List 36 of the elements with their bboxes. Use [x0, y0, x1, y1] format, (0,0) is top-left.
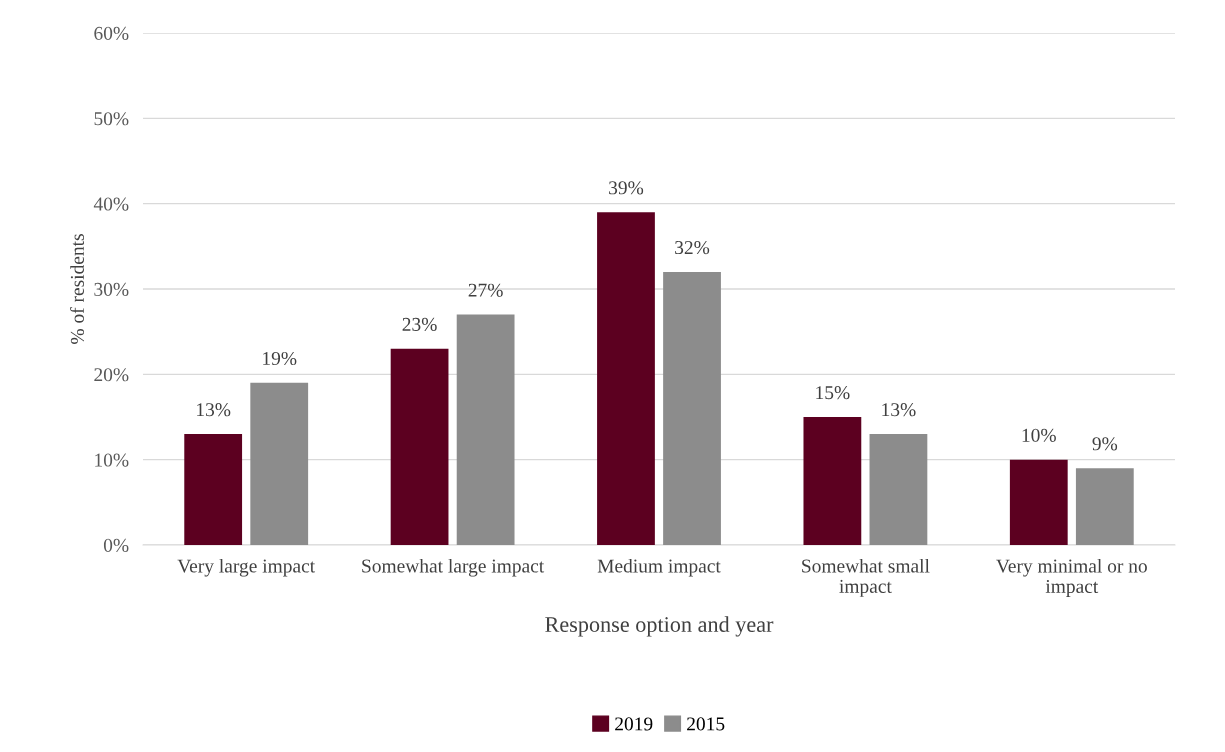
y-tick-label: 0%	[103, 538, 129, 552]
x-tick-label: Very minimal or no impact	[996, 558, 1147, 597]
y-tick-label: 40%	[93, 197, 129, 211]
bar	[1009, 459, 1068, 545]
y-axis-title: % of residents	[70, 234, 85, 344]
data-label: 9%	[1092, 437, 1118, 451]
bar	[869, 434, 928, 545]
bar	[390, 348, 449, 545]
x-axis-title: Response option and year	[545, 616, 774, 637]
x-tick-label: Medium impact	[597, 558, 721, 577]
bar	[456, 314, 515, 545]
y-tick-label: 30%	[94, 282, 129, 296]
y-tick-label: 60%	[94, 26, 129, 40]
data-label: 39%	[609, 181, 644, 195]
y-tick-label: 50%	[94, 112, 129, 126]
data-label: 32%	[675, 240, 710, 255]
data-label: 19%	[263, 351, 297, 366]
y-tick-label: 10%	[95, 453, 129, 467]
data-label: 13%	[197, 403, 231, 417]
data-label: 15%	[816, 386, 850, 400]
bar	[184, 434, 243, 545]
data-label: 10%	[1022, 428, 1056, 442]
bar	[250, 382, 309, 545]
x-tick-label: Somewhat large impact	[362, 558, 545, 577]
data-label: 23%	[402, 317, 437, 331]
legend-label: 2015	[687, 717, 725, 731]
x-tick-label: Somewhat small impact	[802, 558, 930, 597]
data-label: 13%	[882, 403, 916, 417]
legend-label: 2019	[615, 717, 653, 731]
x-tick-label: Very large impact	[177, 558, 316, 577]
bar	[597, 212, 655, 545]
bar	[663, 271, 721, 545]
bar	[1075, 468, 1134, 545]
data-label: 27%	[468, 283, 503, 297]
bar	[803, 417, 862, 545]
y-tick-label: 20%	[94, 368, 129, 382]
